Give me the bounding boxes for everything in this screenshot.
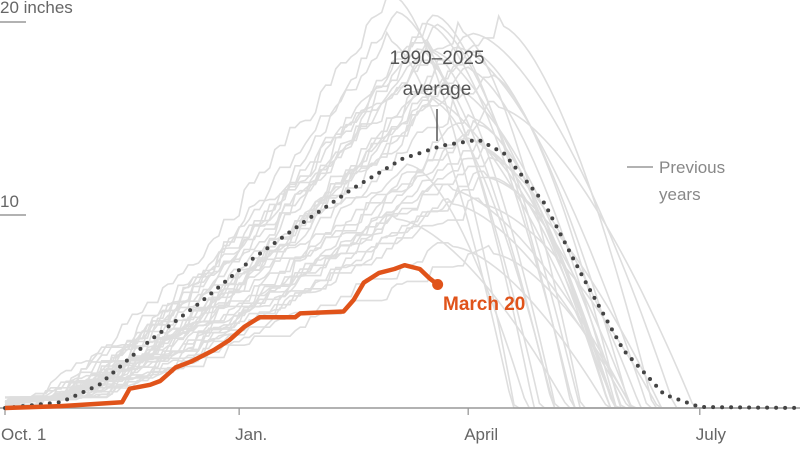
- previous-year-line: [5, 197, 769, 409]
- average-label-line2: average: [403, 79, 472, 100]
- current-season-line: [4, 262, 439, 411]
- y-tick-20-label: 20 inches: [0, 0, 73, 17]
- previous-year-line: [5, 170, 769, 409]
- current-date-label: March 20: [443, 294, 525, 315]
- current-point-marker: [432, 278, 444, 290]
- previous-year-line: [4, 242, 769, 409]
- x-tick-label: April: [464, 425, 498, 444]
- previous-years-lines: [4, 0, 769, 409]
- previous-year-line: [5, 46, 769, 409]
- x-tick-label: July: [696, 425, 727, 444]
- previous-years-label-line2: years: [659, 185, 701, 204]
- y-tick-10-label: 10: [0, 192, 19, 211]
- previous-year-line: [5, 74, 769, 409]
- average-label-line1: 1990–2025: [389, 48, 484, 69]
- x-tick-label: Jan.: [235, 425, 267, 444]
- previous-years-label-line1: Previous: [659, 158, 725, 177]
- x-tick-label: Oct. 1: [1, 425, 46, 444]
- average-line: [3, 137, 800, 410]
